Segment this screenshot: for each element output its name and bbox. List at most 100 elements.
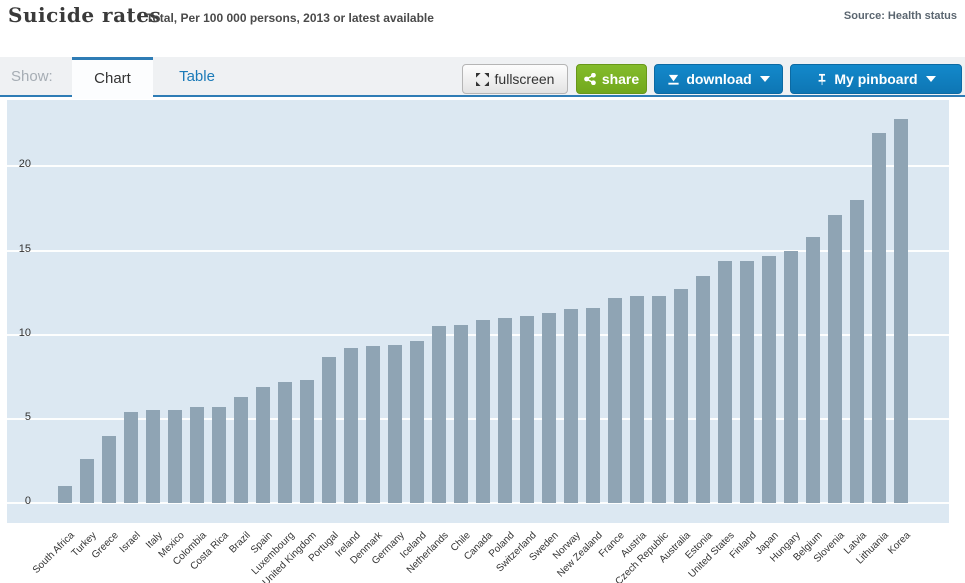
x-axis-label: Belgium [791, 530, 825, 564]
x-axis-label: Ireland [333, 530, 363, 560]
fullscreen-button-label: fullscreen [494, 71, 555, 87]
x-axis-label: Israel [117, 530, 143, 556]
x-axis-label: Colombia [171, 530, 209, 568]
bar-slovenia[interactable] [828, 215, 842, 503]
share-button[interactable]: share [576, 64, 647, 94]
bar-turkey[interactable] [80, 459, 94, 503]
y-axis-tick-label: 15 [18, 242, 31, 255]
tab-strip: Show: Chart Table fullscreen [0, 57, 965, 99]
tab-table[interactable]: Table [179, 68, 215, 85]
x-axis-label: Australia [657, 530, 693, 566]
x-axis-label: Hungary [768, 530, 803, 565]
x-axis-label: Latvia [842, 530, 869, 557]
bar-finland[interactable] [740, 260, 754, 503]
bar-greece[interactable] [102, 435, 116, 503]
download-arrow-icon [667, 73, 680, 86]
y-axis-tick-label: 20 [18, 158, 31, 171]
bar-austria[interactable] [630, 296, 644, 503]
x-axis-label: New Zealand [555, 530, 605, 580]
x-axis-label: United States [686, 530, 737, 581]
x-axis-label: Austria [618, 530, 649, 560]
download-button[interactable]: download [654, 64, 783, 94]
x-axis-label: Turkey [69, 530, 99, 560]
caret-down-icon [925, 76, 936, 82]
x-axis-label: Switzerland [494, 530, 539, 575]
bar-colombia[interactable] [190, 407, 204, 503]
share-button-label: share [601, 71, 640, 87]
bar-switzerland[interactable] [520, 316, 534, 503]
x-axis-label: France [596, 530, 627, 560]
bar-poland[interactable] [498, 317, 512, 503]
x-axis-label: Sweden [527, 530, 561, 564]
bar-hungary[interactable] [784, 250, 798, 503]
x-axis-label: Canada [462, 530, 495, 563]
x-axis-label: Germany [369, 530, 407, 567]
bar-denmark[interactable] [366, 346, 380, 503]
bar-united-kingdom[interactable] [300, 380, 314, 503]
x-axis-label: Portugal [306, 530, 341, 565]
x-axis-label: Brazil [227, 530, 253, 556]
x-axis-label: Korea [886, 530, 913, 557]
bar-latvia[interactable] [850, 200, 864, 503]
tab-chart[interactable]: Chart [72, 57, 153, 99]
x-axis-label: United Kingdom [260, 530, 319, 583]
y-axis-tick-label: 10 [18, 326, 31, 339]
bar-new-zealand[interactable] [586, 307, 600, 503]
bar-costa-rica[interactable] [212, 407, 226, 503]
download-button-label: download [686, 71, 752, 87]
page-subtitle: Total, Per 100 000 persons, 2013 or late… [146, 11, 434, 25]
bar-czech-republic[interactable] [652, 296, 666, 503]
x-axis-label: Netherlands [404, 530, 451, 576]
x-axis-label: Japan [753, 530, 781, 558]
bar-canada[interactable] [476, 319, 490, 503]
bar-iceland[interactable] [410, 341, 424, 503]
x-axis-label: Spain [248, 530, 275, 556]
x-axis-label: Finland [727, 530, 759, 561]
bar-sweden[interactable] [542, 312, 556, 503]
my-pinboard-button[interactable]: My pinboard [790, 64, 962, 94]
fullscreen-button[interactable]: fullscreen [462, 64, 568, 94]
bar-germany[interactable] [388, 344, 402, 503]
x-axis-label: Denmark [348, 530, 385, 567]
bar-luxembourg[interactable] [278, 381, 292, 503]
bar-italy[interactable] [146, 410, 160, 503]
bar-france[interactable] [608, 297, 622, 503]
x-axis-label: Czech Republic [613, 530, 671, 583]
gridline-y-0 [7, 502, 949, 504]
bar-netherlands[interactable] [432, 326, 446, 503]
bar-brazil[interactable] [234, 396, 248, 503]
x-axis-label: Mexico [156, 530, 187, 561]
x-axis-label: Poland [486, 530, 517, 560]
bar-lithuania[interactable] [872, 132, 886, 503]
x-axis-label: Lithuania [854, 530, 891, 567]
bar-chart-plot-area: 0 5 10 15 20 [7, 100, 949, 523]
bar-south-africa[interactable] [58, 486, 72, 503]
y-axis-tick-label: 5 [24, 410, 31, 423]
x-axis-label: Luxembourg [249, 530, 297, 578]
bar-united-states[interactable] [718, 260, 732, 503]
x-axis-label: Estonia [683, 530, 715, 562]
bar-israel[interactable] [124, 412, 138, 503]
bar-australia[interactable] [674, 289, 688, 503]
gridline-y-20 [7, 165, 949, 168]
my-pinboard-button-label: My pinboard [834, 71, 918, 87]
bar-ireland[interactable] [344, 348, 358, 503]
bar-korea[interactable] [894, 119, 908, 503]
share-nodes-icon [583, 73, 596, 85]
x-axis-label: Costa Rica [188, 530, 231, 573]
x-axis-label: South Africa [30, 530, 77, 576]
x-axis-label: Iceland [398, 530, 429, 561]
bar-japan[interactable] [762, 255, 776, 503]
bar-estonia[interactable] [696, 275, 710, 503]
bar-spain[interactable] [256, 386, 270, 503]
pushpin-icon [816, 73, 828, 86]
bar-mexico[interactable] [168, 410, 182, 503]
bar-portugal[interactable] [322, 356, 336, 503]
x-axis-label: Norway [551, 530, 583, 562]
bar-norway[interactable] [564, 309, 578, 503]
bar-belgium[interactable] [806, 237, 820, 503]
bar-chile[interactable] [454, 324, 468, 503]
x-axis-label: Greece [89, 530, 121, 561]
source-label: Source: Health status [843, 10, 957, 22]
